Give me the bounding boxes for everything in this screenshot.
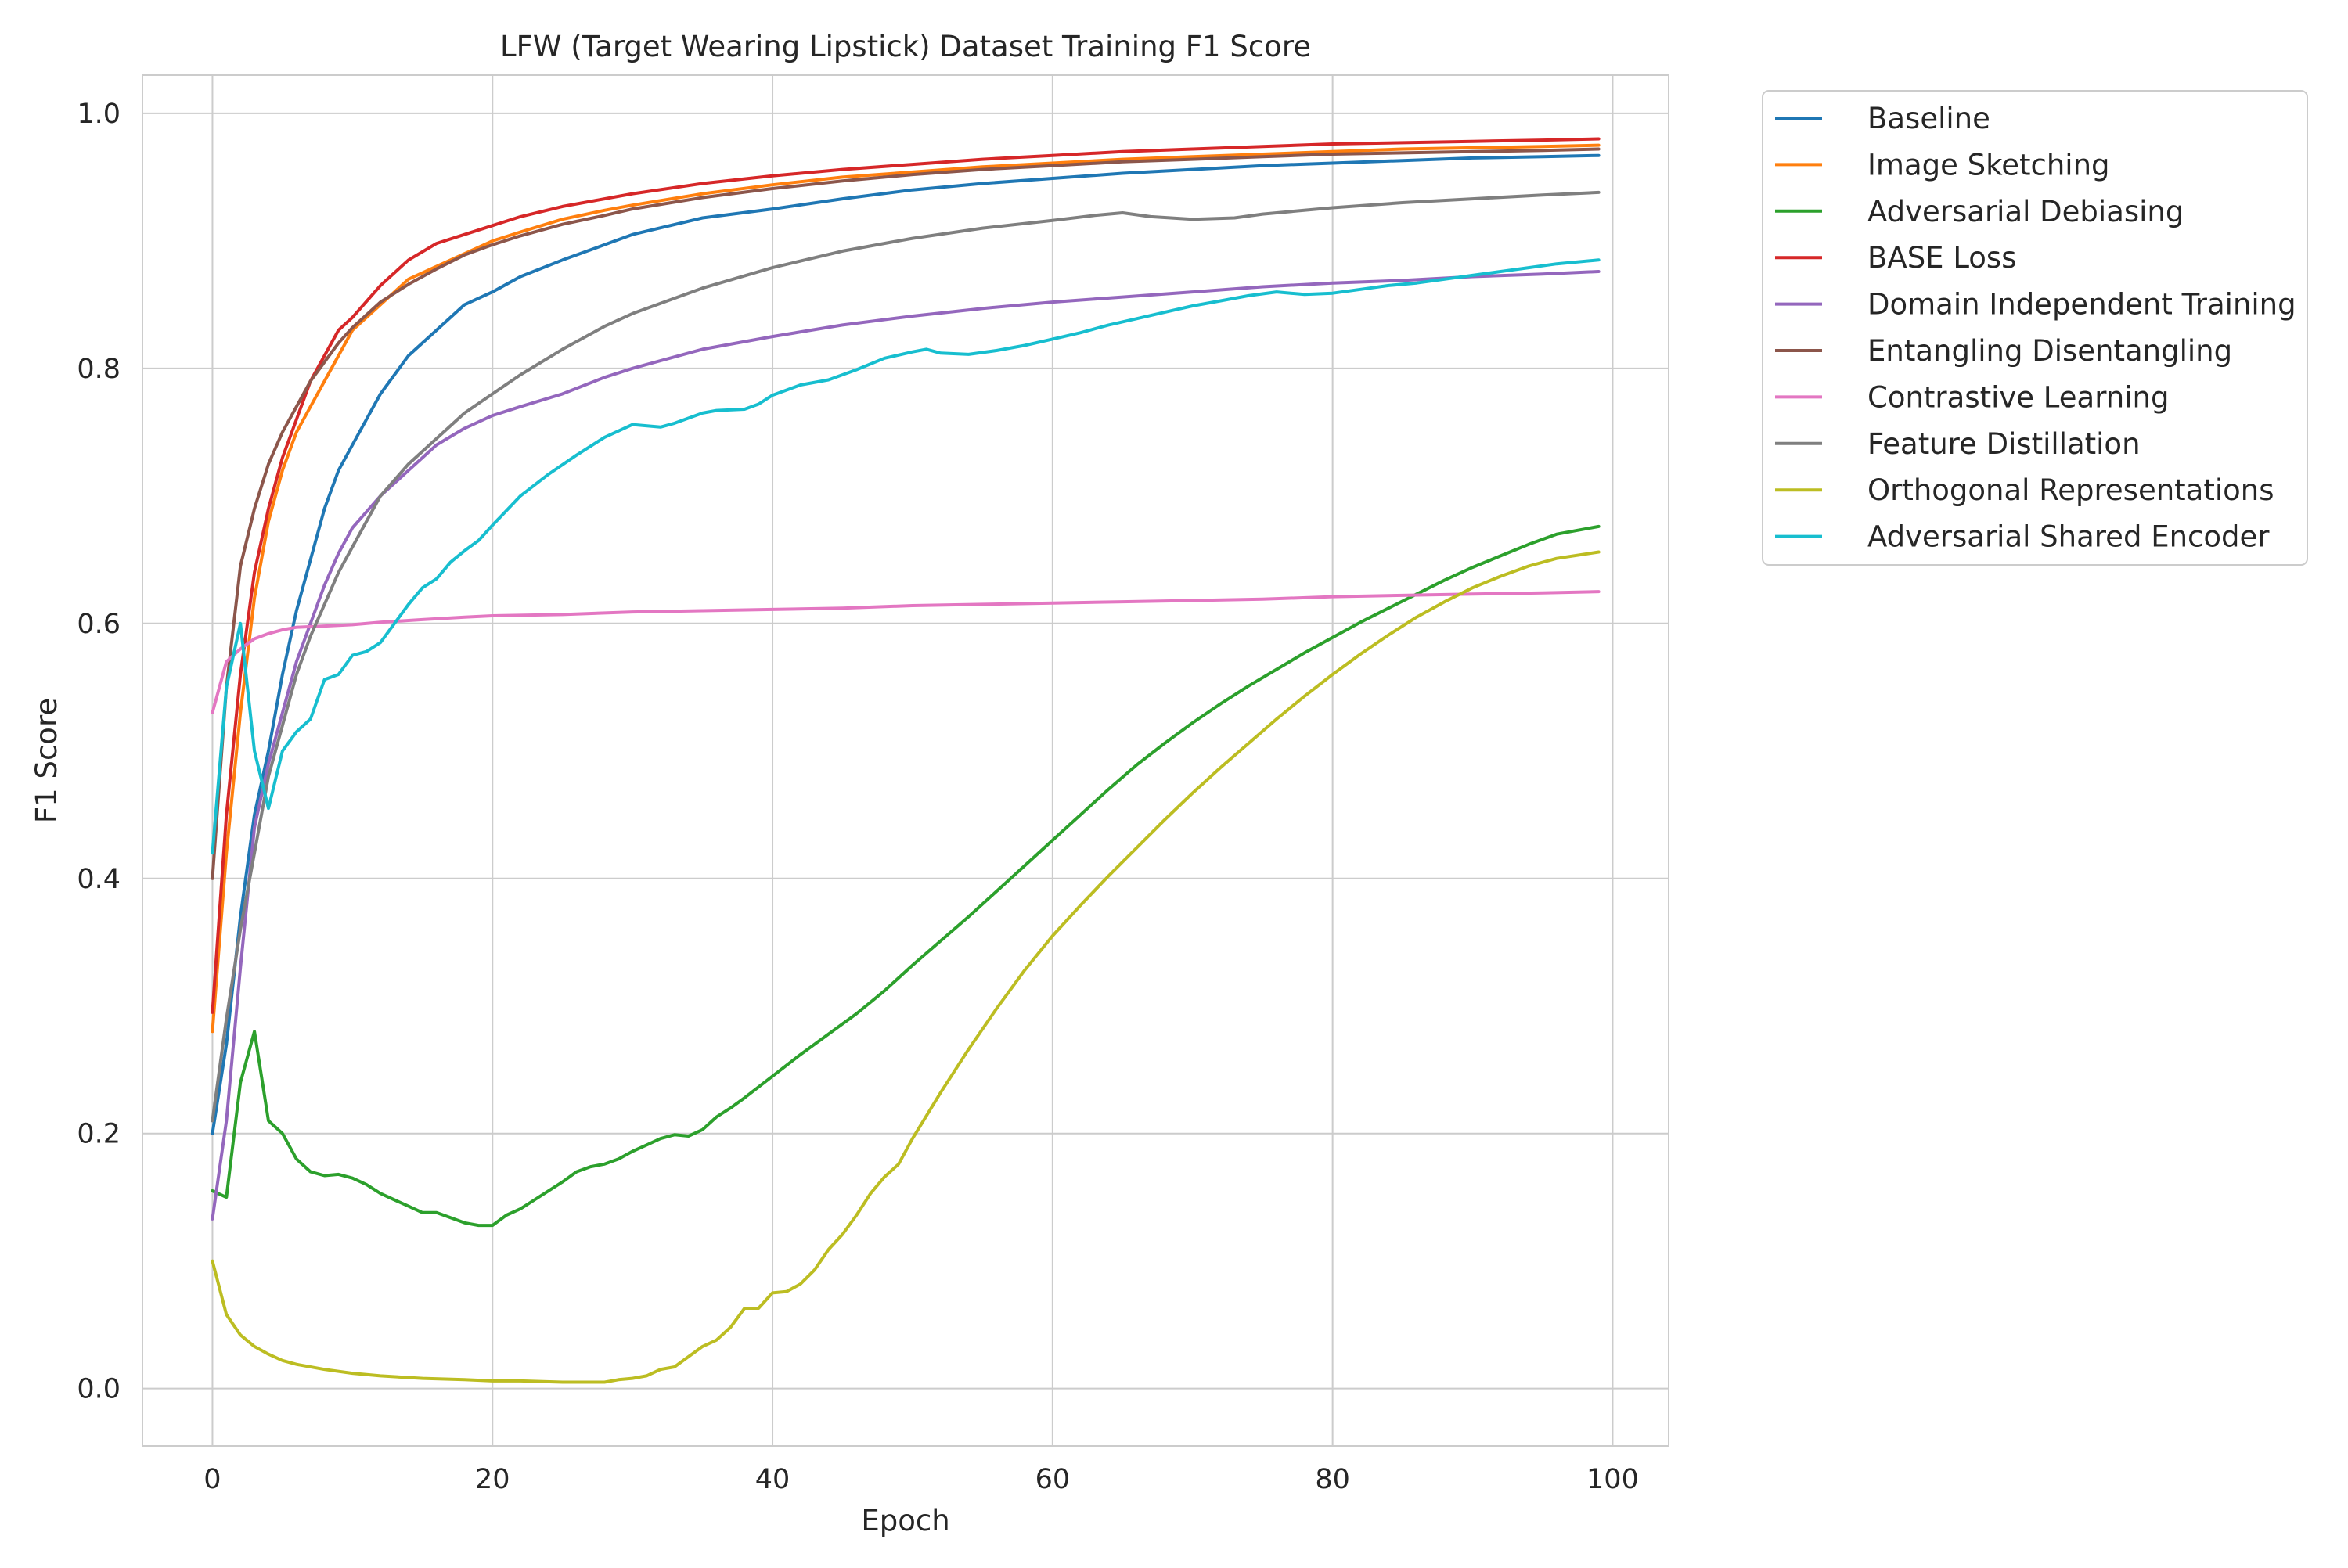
y-tick-label: 0.2	[77, 1119, 121, 1150]
legend: Baseline Image Sketching Adversarial Debia…	[1762, 90, 2308, 566]
y-tick-label: 0.6	[77, 609, 121, 640]
chart-title: LFW (Target Wearing Lipstick) Dataset Tr…	[500, 30, 1311, 63]
legend-label-3: BASE Loss	[1867, 241, 2016, 275]
y-axis-ticks: 0.0 0.2 0.4 0.6 0.8 1.0	[77, 99, 121, 1405]
legend-label-5: Entangling Disentangling	[1867, 334, 2232, 368]
series-lines	[211, 137, 1601, 1384]
series-line-5	[211, 147, 1601, 880]
x-axis-ticks: 0 20 40 60 80 100	[203, 1464, 1639, 1495]
x-tick-label: 60	[1035, 1464, 1071, 1495]
grid-lines	[142, 75, 1669, 1446]
legend-label-9: Adversarial Shared Encoder	[1867, 520, 2270, 554]
x-tick-label: 0	[203, 1464, 221, 1495]
legend-label-6: Contrastive Learning	[1867, 380, 2169, 414]
series-line-8	[211, 550, 1601, 1384]
legend-label-7: Feature Distillation	[1867, 427, 2141, 461]
x-tick-label: 100	[1586, 1464, 1639, 1495]
series-line-3	[211, 137, 1601, 1014]
plot-area-frame	[142, 74, 1669, 1447]
series-line-2	[211, 524, 1601, 1228]
y-tick-label: 1.0	[77, 99, 121, 130]
series-line-9	[211, 258, 1601, 855]
y-tick-label: 0.8	[77, 354, 121, 385]
series-line-1	[211, 143, 1601, 1034]
series-line-4	[211, 270, 1601, 1221]
series-line-0	[211, 153, 1601, 1135]
legend-label-8: Orthogonal Representations	[1867, 473, 2274, 507]
legend-label-2: Adversarial Debiasing	[1867, 195, 2184, 228]
x-axis-label: Epoch	[861, 1504, 949, 1537]
y-tick-label: 0.4	[77, 864, 121, 895]
legend-label-1: Image Sketching	[1867, 148, 2110, 182]
legend-frame	[1762, 90, 2308, 566]
x-tick-label: 40	[755, 1464, 790, 1495]
x-tick-label: 80	[1315, 1464, 1350, 1495]
x-tick-label: 20	[475, 1464, 510, 1495]
legend-label-4: Domain Independent Training	[1867, 288, 2296, 322]
y-axis-label: F1 Score	[30, 698, 63, 823]
series-line-6	[211, 590, 1601, 714]
y-tick-label: 0.0	[77, 1374, 121, 1405]
series-line-7	[211, 190, 1601, 1123]
legend-label-0: Baseline	[1867, 102, 1990, 135]
